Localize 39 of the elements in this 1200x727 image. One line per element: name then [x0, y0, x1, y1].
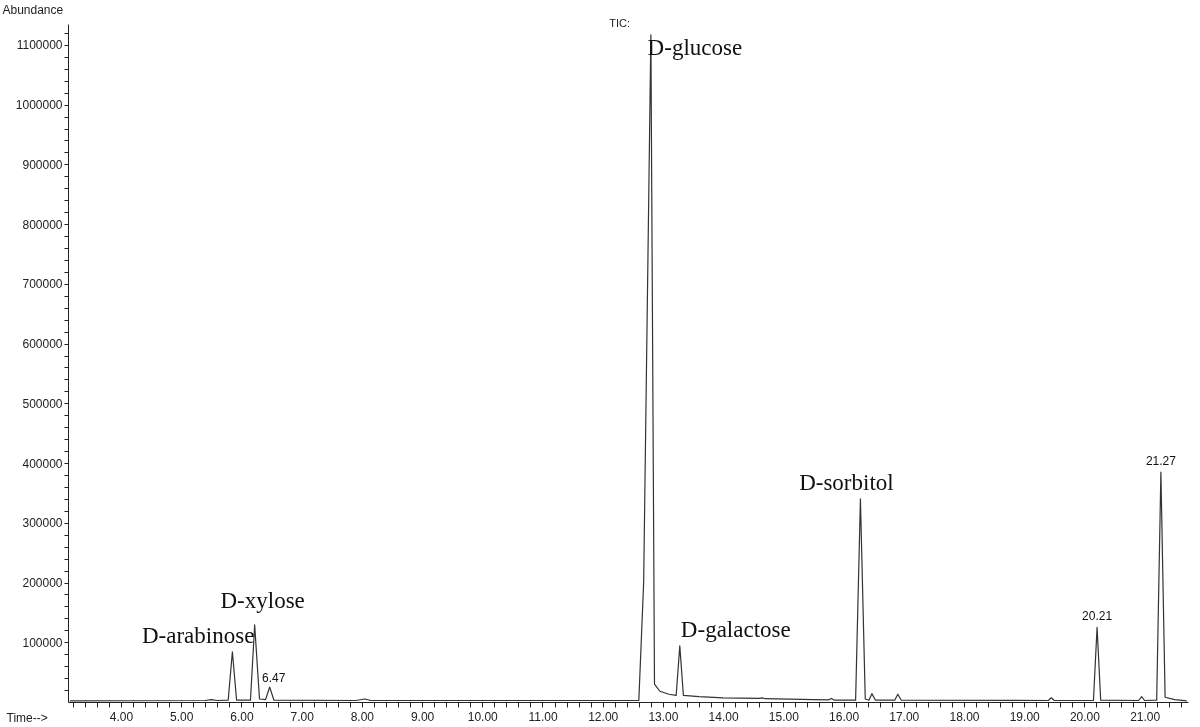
x-tick-label: 9.00	[410, 709, 435, 724]
annotation: D-xylose	[220, 587, 305, 613]
y-tick-label: 100000	[22, 635, 63, 650]
x-tick-label: 21.00	[1130, 709, 1161, 724]
y-tick-label: 300000	[22, 516, 63, 531]
y-tick-label: 600000	[22, 337, 63, 352]
y-tick-label: 700000	[22, 277, 63, 292]
x-tick-label: 7.00	[290, 709, 315, 724]
x-tick-label: 12.00	[588, 709, 619, 724]
y-tick-label: 800000	[22, 217, 63, 232]
x-tick-label: 17.00	[889, 709, 920, 724]
x-tick-label: 4.00	[109, 709, 134, 724]
x-tick-label: 19.00	[1009, 709, 1041, 724]
annotation: D-arabinose	[141, 622, 255, 648]
annotation: D-sorbitol	[799, 469, 894, 495]
y-tick-label: 1100000	[16, 38, 63, 53]
x-tick-label: 20.00	[1069, 709, 1101, 724]
x-tick-label: 10.00	[467, 709, 499, 724]
x-axis-title: Time-->	[6, 710, 48, 725]
annotation: D-galactose	[680, 616, 791, 642]
x-tick-label: 5.00	[170, 709, 194, 724]
y-axis-title: Abundance	[2, 2, 64, 17]
y-tick-label: 500000	[22, 396, 63, 411]
annotation: 20.21	[1082, 609, 1113, 624]
x-tick-label: 16.00	[829, 709, 860, 724]
annotation: TIC:	[609, 17, 630, 29]
annotation: 21.27	[1145, 454, 1177, 469]
x-tick-label: 14.00	[708, 709, 739, 724]
y-tick-label: 900000	[22, 157, 63, 172]
x-tick-label: 6.00	[230, 709, 254, 724]
y-tick-label: 1000000	[15, 98, 63, 113]
x-tick-label: 15.00	[768, 709, 800, 724]
x-tick-label: 8.00	[350, 709, 375, 724]
x-tick-label: 13.00	[648, 709, 679, 724]
y-tick-label: 200000	[22, 576, 63, 591]
x-tick-label: 11.00	[528, 709, 558, 724]
annotation: 6.47	[262, 671, 286, 686]
y-tick-label: 400000	[22, 456, 63, 471]
x-tick-label: 18.00	[949, 709, 980, 724]
